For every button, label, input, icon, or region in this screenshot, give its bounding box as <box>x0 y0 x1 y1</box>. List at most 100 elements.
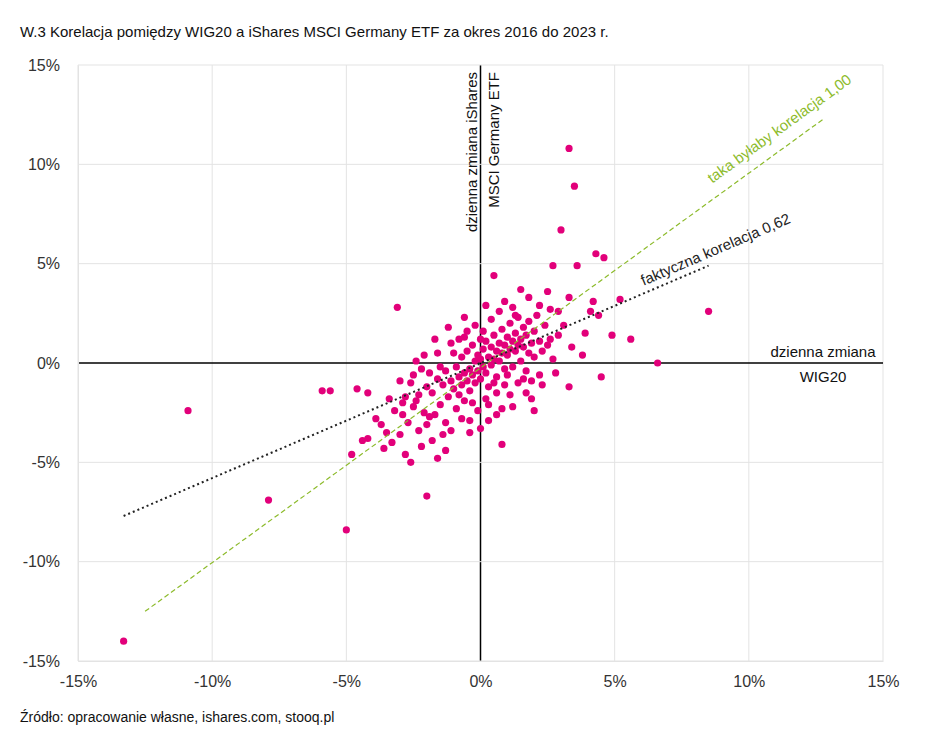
scatter-point <box>544 288 551 295</box>
scatter-point <box>418 443 425 450</box>
scatter-point <box>399 399 406 406</box>
scatter-point <box>364 389 371 396</box>
y-axis-title: dzienna zmiana iShares <box>463 72 480 232</box>
scatter-point <box>455 391 462 398</box>
y-tick-label: 5% <box>37 255 60 272</box>
y-tick: 10% <box>28 156 78 173</box>
scatter-point <box>509 403 516 410</box>
scatter-point <box>568 344 575 351</box>
scatter-point <box>439 431 446 438</box>
x-tick-label: -10% <box>194 673 231 690</box>
scatter-point <box>496 357 503 364</box>
scatter-point <box>474 407 481 414</box>
y-tick: 0% <box>37 355 78 372</box>
scatter-point <box>327 387 334 394</box>
scatter-point <box>442 419 449 426</box>
scatter-point <box>437 363 444 370</box>
y-tick: 5% <box>37 255 78 272</box>
scatter-point <box>574 262 581 269</box>
scatter-point <box>434 349 441 356</box>
scatter-point <box>120 638 127 645</box>
scatter-point <box>523 367 530 374</box>
scatter-point <box>445 393 452 400</box>
scatter-point <box>490 332 497 339</box>
x-tick: 15% <box>867 661 899 690</box>
scatter-point <box>423 383 430 390</box>
scatter-point <box>415 391 422 398</box>
scatter-point <box>418 365 425 372</box>
scatter-point <box>565 145 572 152</box>
scatter-point <box>600 254 607 261</box>
scatter-point <box>426 369 433 376</box>
scatter-point <box>391 407 398 414</box>
y-tick: -10% <box>23 553 78 570</box>
x-axis-title: dzienna zmiana <box>770 343 876 360</box>
y-tick: -15% <box>23 653 78 670</box>
grid-line-y <box>78 661 883 662</box>
scatter-point <box>523 389 530 396</box>
scatter-point <box>442 447 449 454</box>
line-annotation: faktyczna korelacja 0,62 <box>638 210 793 289</box>
scatter-point <box>407 459 414 466</box>
x-tick-label: -15% <box>60 673 97 690</box>
scatter-point <box>482 369 489 376</box>
scatter-point <box>506 320 513 327</box>
y-axis: -15% -10% -5% 0% 5% 10% 15% <box>23 57 79 670</box>
axis-titles: dzienna zmiana iShares MSCI Germany ETF dz… <box>463 72 877 385</box>
y-tick-label: -15% <box>23 653 60 670</box>
scatter-point <box>531 407 538 414</box>
y-tick-label: -5% <box>32 454 60 471</box>
scatter-point <box>477 375 484 382</box>
scatter-point <box>372 415 379 422</box>
scatter-point <box>705 308 712 315</box>
scatter-point <box>587 308 594 315</box>
scatter-point <box>509 304 516 311</box>
grid-line-y <box>78 263 883 264</box>
scatter-point <box>466 417 473 424</box>
y-tick-label: 15% <box>28 57 60 74</box>
scatter-point <box>421 409 428 416</box>
scatter-point <box>493 389 500 396</box>
scatter-point <box>466 429 473 436</box>
scatter-point <box>469 342 476 349</box>
scatter-point <box>423 493 430 500</box>
scatter-point <box>458 415 465 422</box>
scatter-point <box>517 286 524 293</box>
scatter-point <box>463 347 470 354</box>
scatter-point <box>506 391 513 398</box>
scatter-point <box>579 351 586 358</box>
y-axis-title: MSCI Germany ETF <box>485 72 502 208</box>
scatter-point <box>616 296 623 303</box>
chart-container: W.3 Korelacja pomiędzy WIG20 a iShares M… <box>0 0 940 736</box>
scatter-point <box>544 342 551 349</box>
scatter-point <box>490 272 497 279</box>
scatter-point <box>453 405 460 412</box>
scatter-point <box>504 371 511 378</box>
scatter-point <box>480 328 487 335</box>
scatter-point <box>421 351 428 358</box>
scatter-point <box>536 338 543 345</box>
x-tick: -5% <box>333 661 361 690</box>
scatter-point <box>396 377 403 384</box>
x-tick: 0% <box>469 661 492 690</box>
chart-svg: W.3 Korelacja pomiędzy WIG20 a iShares M… <box>0 0 940 736</box>
scatter-point <box>353 385 360 392</box>
x-axis-title: WIG20 <box>800 368 847 385</box>
scatter-point <box>447 377 454 384</box>
scatter-point <box>396 431 403 438</box>
scatter-point <box>590 298 597 305</box>
scatter-point <box>447 340 454 347</box>
scatter-point <box>539 347 546 354</box>
scatter-points <box>120 145 712 645</box>
scatter-point <box>493 411 500 418</box>
scatter-point <box>472 322 479 329</box>
scatter-point <box>565 383 572 390</box>
scatter-point <box>536 302 543 309</box>
x-tick-label: -5% <box>333 673 361 690</box>
scatter-point <box>525 318 532 325</box>
scatter-point <box>410 371 417 378</box>
grid-line-y <box>78 65 883 66</box>
scatter-point <box>359 437 366 444</box>
scatter-point <box>319 387 326 394</box>
scatter-point <box>463 377 470 384</box>
